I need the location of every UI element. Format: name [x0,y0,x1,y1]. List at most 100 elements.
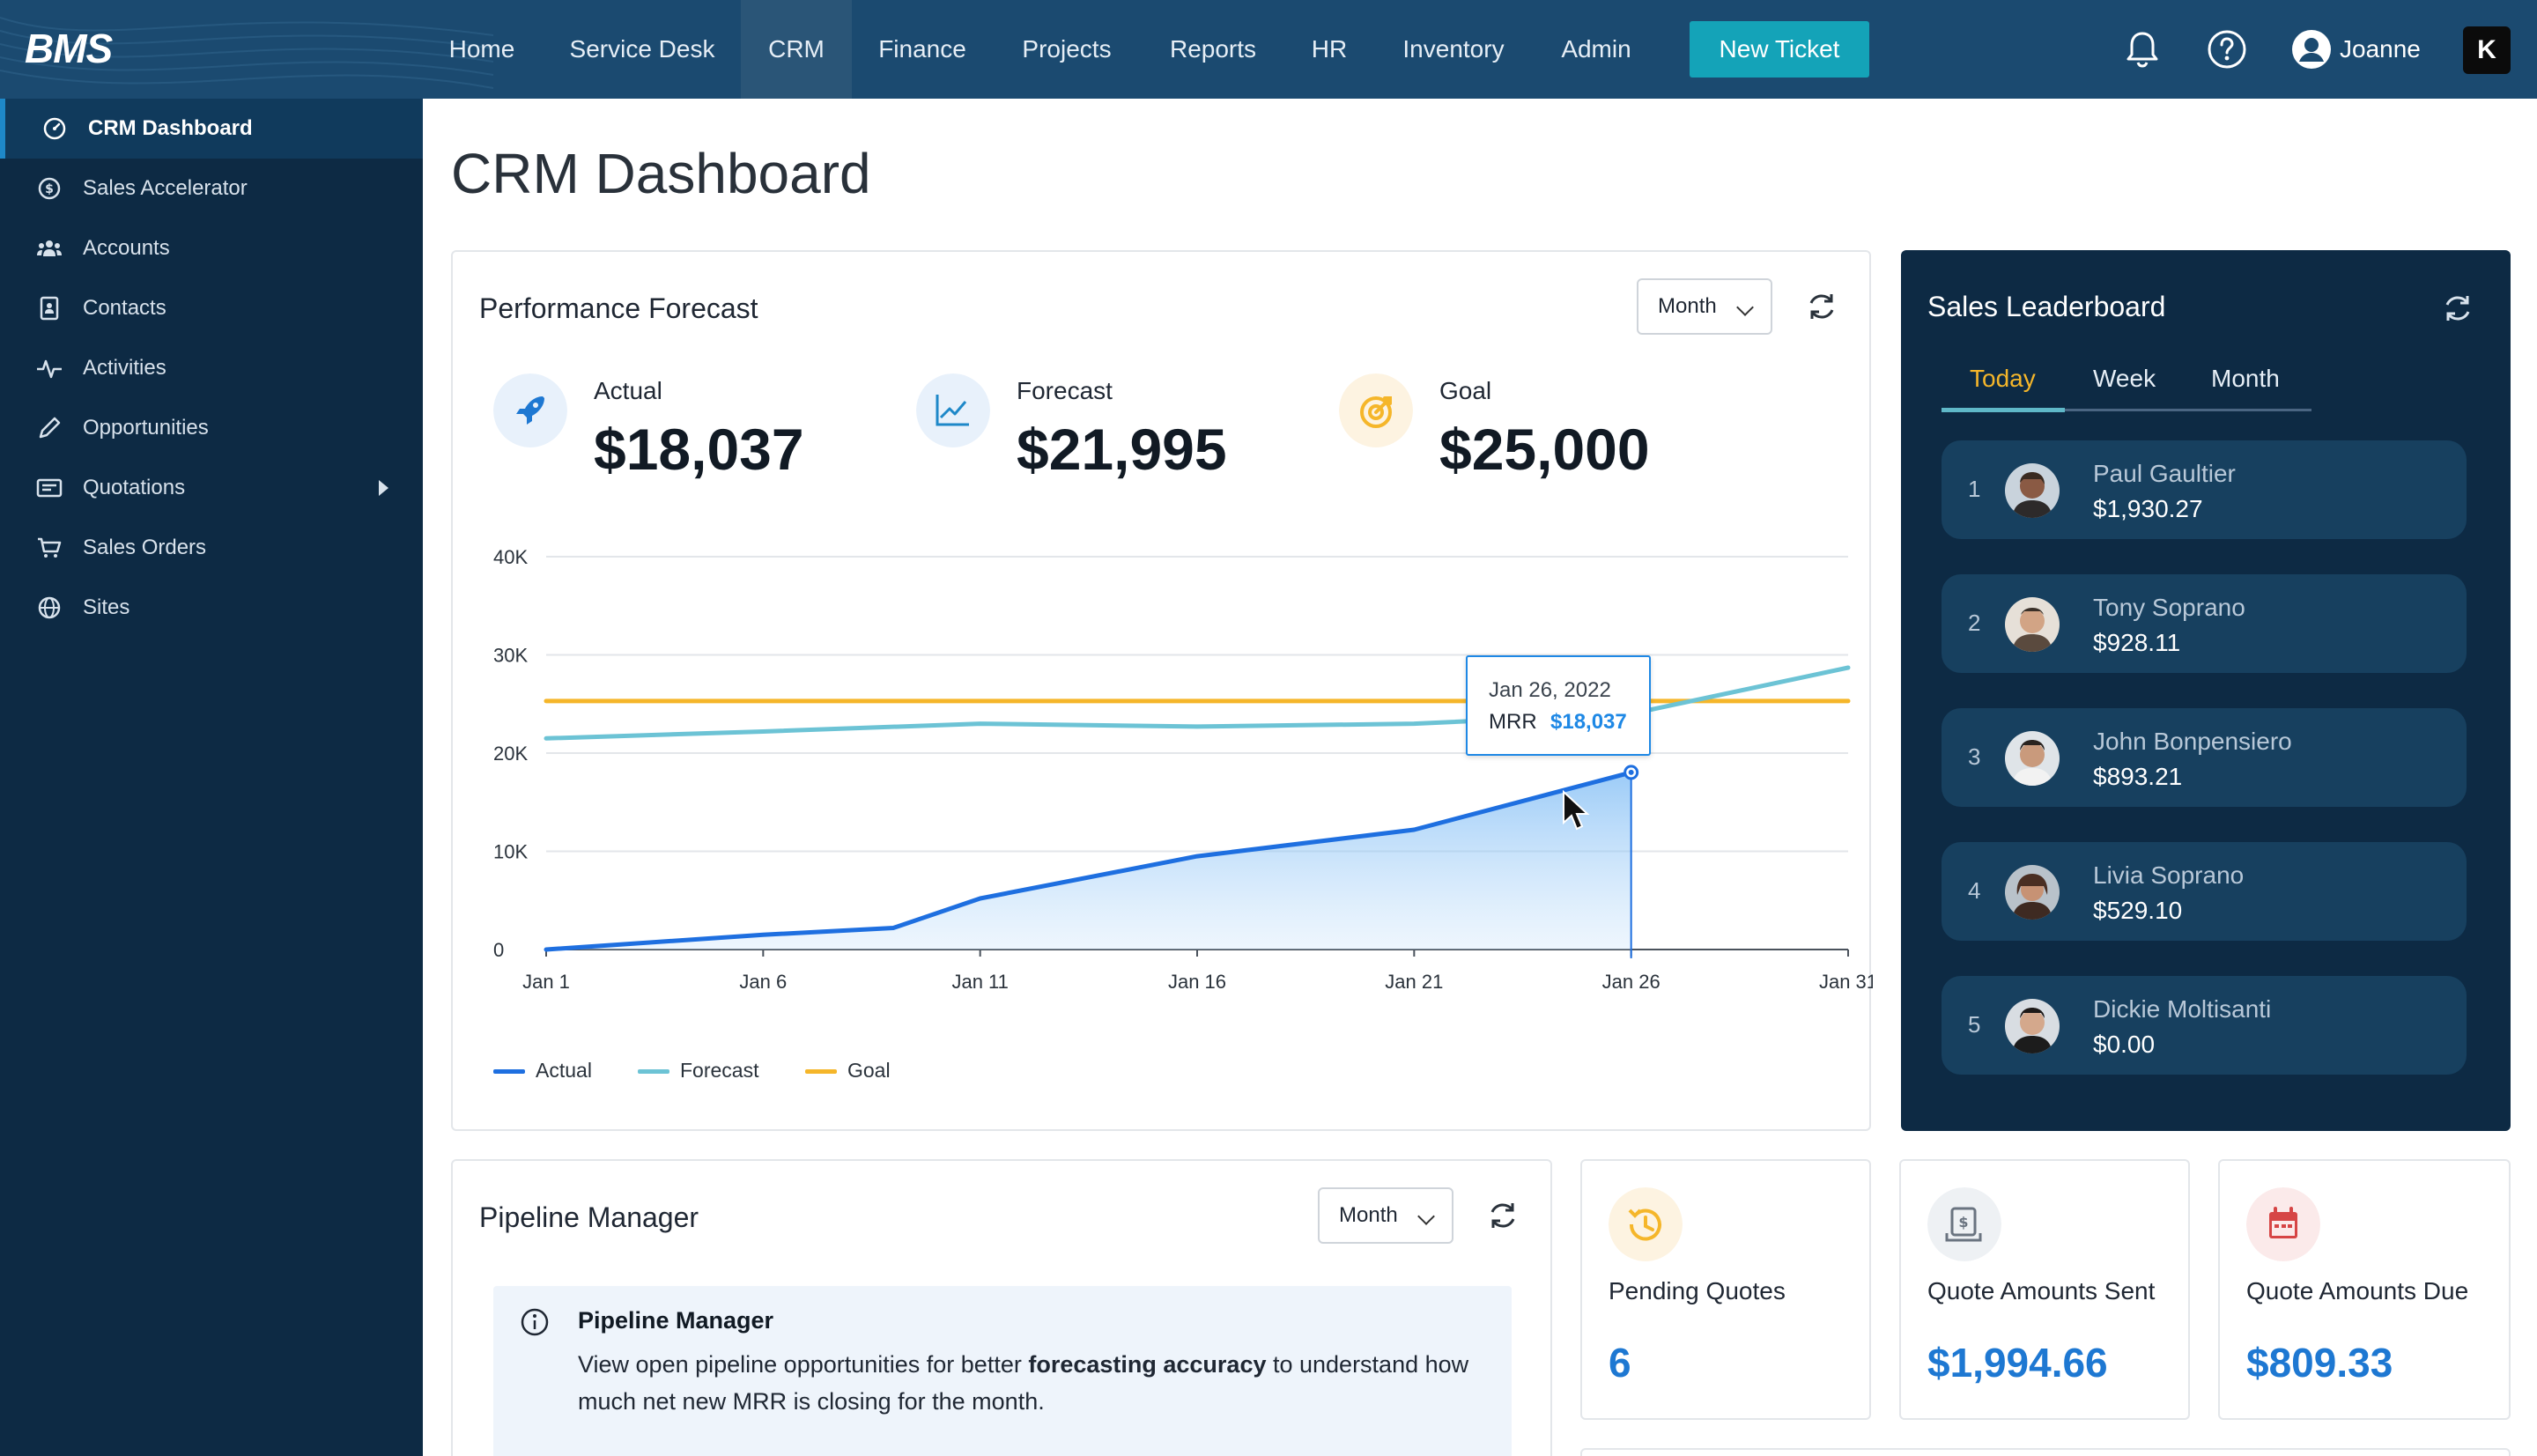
avatar [2005,999,2060,1053]
nav-admin[interactable]: Admin [1561,35,1631,63]
legend-swatch-goal [805,1069,837,1074]
info-text-part: to understand how much net new MRR is cl… [578,1351,1469,1415]
chevron-down-icon [1736,299,1754,316]
tab-today[interactable]: Today [1970,365,2036,392]
leaderboard-row[interactable]: 5 Dickie Moltisanti $0.00 [1942,976,2467,1075]
sidebar-item-label: Sites [83,595,130,619]
quotation-icon [36,478,63,498]
nav-service-desk[interactable]: Service Desk [569,35,715,63]
new-ticket-button[interactable]: New Ticket [1690,21,1869,78]
x-tick-label: Jan 31 [1819,971,1873,993]
leaderboard-row[interactable]: 2 Tony Soprano $928.11 [1942,574,2467,673]
leaderboard-rank: 3 [1968,743,1981,770]
sidebar-item-activities[interactable]: Activities [0,338,423,398]
refresh-icon[interactable] [1485,1198,1520,1233]
nav-inventory[interactable]: Inventory [1402,35,1505,63]
sidebar-item-quotations[interactable]: Quotations [0,458,423,518]
submenu-caret-icon[interactable] [379,480,388,496]
pipeline-info-box: Pipeline Manager View open pipeline oppo… [493,1286,1512,1456]
sidebar-item-sales-accelerator[interactable]: $ Sales Accelerator [0,159,423,218]
leaderboard-row[interactable]: 4 Livia Soprano $529.10 [1942,842,2467,941]
user-name[interactable]: Joanne [2340,35,2421,63]
user-icon[interactable] [2290,28,2333,70]
nav-finance[interactable]: Finance [878,35,966,63]
stat-value: 6 [1609,1340,1631,1386]
card-title: Sales Leaderboard [1927,291,2166,322]
help-icon[interactable] [2206,28,2248,70]
app-switcher-logo[interactable]: K [2463,26,2511,74]
rocket-icon [493,373,567,447]
info-text: View open pipeline opportunities for bet… [578,1346,1476,1420]
hover-point-center [1628,769,1634,775]
line-chart-icon [916,373,990,447]
nav-home[interactable]: Home [448,35,515,63]
tooltip-value: $18,037 [1550,710,1627,734]
leaderboard-amount: $928.11 [2093,629,2181,656]
kpi-value-goal: $25,000 [1439,417,1650,482]
legend-swatch-actual [493,1069,525,1074]
avatar [2005,865,2060,920]
sidebar-item-label: Accounts [83,236,170,260]
sidebar-item-crm-dashboard[interactable]: CRM Dashboard [0,99,423,159]
sidebar-item-label: Opportunities [83,416,209,440]
sidebar-item-sites[interactable]: Sites [0,578,423,638]
nav-projects[interactable]: Projects [1022,35,1112,63]
globe-icon [38,596,61,619]
top-nav-bar: BMS Home Service Desk CRM Finance Projec… [0,0,2537,99]
leaderboard-row[interactable]: 3 John Bonpensiero $893.21 [1942,708,2467,807]
tab-underline [1942,409,2311,411]
leaderboard-row[interactable]: 1 Paul Gaultier $1,930.27 [1942,440,2467,539]
bell-icon[interactable] [2121,28,2163,70]
x-tick-label: Jan 6 [739,971,787,993]
sidebar-item-accounts[interactable]: Accounts [0,218,423,278]
nav-crm[interactable]: CRM [741,0,852,99]
sidebar-item-label: Quotations [83,476,186,499]
y-tick-label: 10K [493,841,528,863]
kpi-label-forecast: Forecast [1017,377,1113,404]
header-wave-decoration [0,17,493,89]
sidebar-item-opportunities[interactable]: Opportunities [0,398,423,458]
accounts-icon [37,240,62,256]
kpi-value-forecast: $21,995 [1017,417,1227,482]
card-title: Pipeline Manager [479,1201,699,1233]
tab-active-indicator [1942,408,2065,412]
info-icon [521,1308,549,1336]
y-tick-label: 30K [493,645,528,667]
stat-card-quote-amounts-due: Quote Amounts Due $809.33 [2218,1159,2511,1420]
legend-goal[interactable]: Goal [847,1059,891,1082]
refresh-icon[interactable] [2440,291,2475,326]
tooltip-label: MRR [1489,710,1537,734]
leaderboard-rank: 5 [1968,1011,1981,1038]
dollar-icon: $ [38,177,61,200]
leaderboard-name: Dickie Moltisanti [2093,995,2272,1023]
card-title: Performance Forecast [479,292,758,324]
activity-icon [37,359,62,379]
leaderboard-name: John Bonpensiero [2093,728,2292,755]
leaderboard-rank: 4 [1968,877,1981,904]
app-logo[interactable]: BMS [25,26,113,71]
period-select[interactable]: Month [1318,1187,1453,1244]
tab-week[interactable]: Week [2093,365,2156,392]
leaderboard-amount: $893.21 [2093,763,2183,790]
stat-value: $1,994.66 [1927,1340,2108,1386]
next-card-partial [1580,1448,2511,1456]
nav-reports[interactable]: Reports [1169,35,1257,63]
mouse-cursor-icon [1563,789,1590,831]
kpi-label-actual: Actual [594,377,662,404]
money-send-icon: $ [1927,1187,2001,1261]
x-tick-label: Jan 1 [522,971,570,993]
nav-hr[interactable]: HR [1311,35,1348,63]
kpi-label-goal: Goal [1439,377,1492,404]
legend-actual[interactable]: Actual [536,1059,592,1082]
avatar [2005,731,2060,786]
refresh-icon[interactable] [1804,289,1839,324]
legend-forecast[interactable]: Forecast [680,1059,759,1082]
sidebar-item-contacts[interactable]: Contacts [0,278,423,338]
stat-card-quote-amounts-sent: $ Quote Amounts Sent $1,994.66 [1899,1159,2190,1420]
tab-month[interactable]: Month [2211,365,2280,392]
sidebar-item-sales-orders[interactable]: Sales Orders [0,518,423,578]
series-line-actual [544,770,1634,952]
x-tick-label: Jan 26 [1602,971,1661,993]
period-select[interactable]: Month [1637,278,1772,335]
avatar [2005,463,2060,518]
